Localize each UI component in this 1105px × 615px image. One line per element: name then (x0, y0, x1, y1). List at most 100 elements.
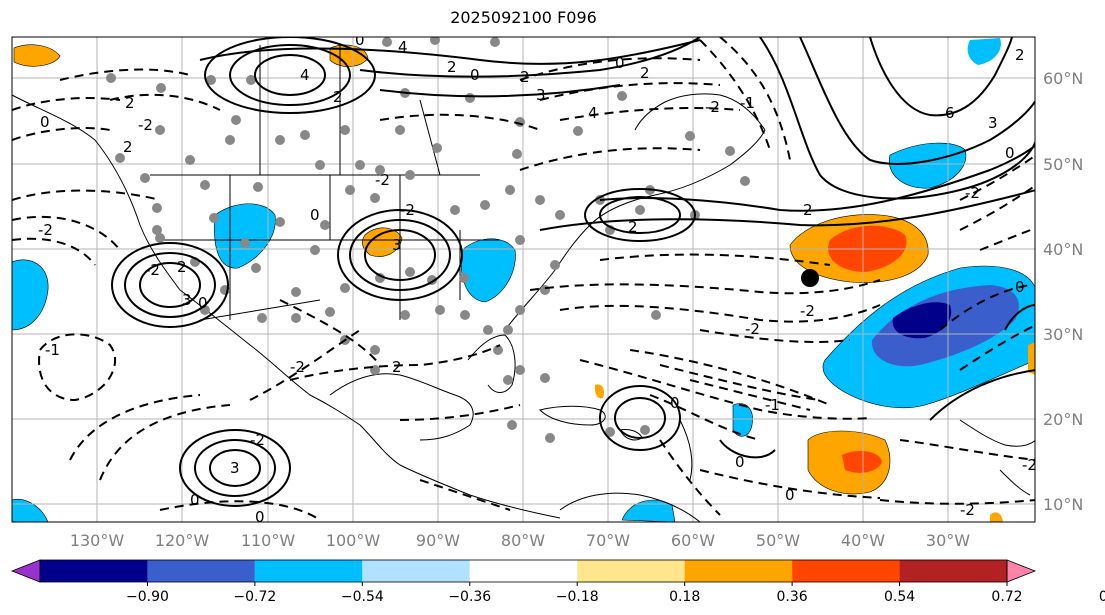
colorbar-segment (792, 560, 900, 582)
contour-label: 3 (182, 291, 192, 309)
contour-label: 2 (447, 58, 457, 76)
contour-label: 3 (392, 236, 402, 254)
contour-label: 0 (310, 206, 320, 224)
contour-label: 0 (190, 491, 200, 509)
colorbar-frame (39, 559, 1008, 583)
contour-label: 0 (470, 66, 480, 84)
colorbar-tick-label: 0.90 (1099, 589, 1105, 605)
colorbar-tick-label: −0.54 (341, 589, 384, 605)
contour-label: 0 (735, 453, 745, 471)
contour-label: 6 (945, 104, 955, 122)
contour-label: 4 (300, 66, 310, 84)
contours-negative (12, 37, 1035, 521)
contour-label: 0 (1015, 278, 1025, 296)
contour-label: 0 (615, 54, 625, 72)
negative-anomaly-east-us (460, 238, 516, 303)
contour-label: 2 (520, 68, 530, 86)
contour-label: 3 (536, 86, 546, 104)
lon-tick-labels: 130°W 120°W 110°W 100°W 90°W 80°W 70°W 6… (70, 531, 970, 550)
lon-tick-label: 110°W (241, 531, 296, 550)
colorbar-segment (469, 560, 578, 582)
lat-tick-label: 20°N (1043, 410, 1083, 429)
colorbar-extend-max (1006, 559, 1037, 583)
contour-label: 0 (198, 294, 208, 312)
lon-tick-label: 120°W (155, 531, 210, 550)
contour-label: -2 (705, 98, 720, 116)
colorbar-segment (899, 560, 1007, 582)
lat-tick-label: 10°N (1043, 495, 1083, 514)
lat-tick-label: 30°N (1043, 325, 1083, 344)
lat-tick-label: 50°N (1043, 155, 1083, 174)
contour-label: 0 (40, 113, 50, 131)
contour-label: 0 (355, 31, 365, 49)
lat-tick-label: 40°N (1043, 240, 1083, 259)
lon-tick-label: 80°W (501, 531, 545, 550)
map-frame (11, 36, 1036, 523)
lat-tick-labels: 60°N 50°N 40°N 30°N 20°N 10°N (1043, 69, 1083, 514)
colorbar-segment (40, 560, 148, 582)
lon-tick-label: 100°W (326, 531, 381, 550)
colorbar-tick-label: 0.54 (884, 589, 915, 605)
contour-label: -2 (138, 116, 153, 134)
contour-label: -2 (400, 201, 415, 219)
contour-label: 2 (125, 94, 135, 112)
contour-labels: 4 4 2 2 0 2 3 4 2 0 2 -2 0 2 -2 0 3 -2 -… (38, 31, 1035, 526)
lon-tick-label: 70°W (586, 531, 630, 550)
contour-label: 2 (628, 218, 638, 236)
contour-label: -1 (740, 94, 755, 112)
colorbar-tick-label: −0.72 (233, 589, 276, 605)
contour-label: -2 (965, 184, 980, 202)
colorbar-segment (577, 560, 685, 582)
colorbar-tick-label: 0.72 (991, 589, 1022, 605)
contour-label: -2 (375, 171, 390, 189)
lon-tick-label: 130°W (70, 531, 125, 550)
contour-label: 4 (588, 104, 598, 122)
colorbar-tick-label: 0.36 (777, 589, 808, 605)
contour-label: 0 (1005, 144, 1015, 162)
colorbar-tick-label: −0.90 (126, 589, 169, 605)
contour-label: 2 (392, 358, 402, 376)
graticule (12, 37, 1035, 522)
colorbar-segment (362, 560, 470, 582)
lon-tick-label: 90°W (416, 531, 460, 550)
contour-label: -2 (800, 302, 815, 320)
colorbar-tick-label: −0.36 (448, 589, 491, 605)
colorbar-segment (147, 560, 255, 582)
contour-label: 0 (255, 508, 265, 526)
contour-label: 2 (333, 88, 343, 106)
contour-label: -2 (250, 431, 265, 449)
contour-label: 0 (785, 486, 795, 504)
location-marker (801, 269, 819, 287)
colorbar: −0.90 −0.72 −0.54 −0.36 −0.18 0.18 0.36 0.54 0.7… (10, 559, 1105, 605)
negative-anomaly-northeast (888, 142, 967, 189)
colorbar-segment (254, 560, 363, 582)
map-title: 2025092100 F096 (450, 8, 597, 27)
colorbar-extend-min (10, 559, 41, 583)
station-dots (106, 37, 750, 443)
lon-tick-label: 30°W (926, 531, 970, 550)
contour-label: -2 (290, 358, 305, 376)
colorbar-tick-label: 0.18 (669, 589, 700, 605)
contour-label: 4 (398, 38, 408, 56)
contour-label: -2 (145, 261, 160, 279)
contour-label: -1 (765, 396, 780, 414)
contour-label: 3 (988, 114, 998, 132)
contour-label: -2 (745, 320, 760, 338)
contour-label: 2 (1015, 46, 1025, 64)
lon-tick-label: 40°W (841, 531, 885, 550)
contour-label: 2 (177, 258, 187, 276)
map-canvas: 4 4 2 2 0 2 3 4 2 0 2 -2 0 2 -2 0 3 -2 -… (12, 31, 1035, 526)
contour-label: 2 (803, 201, 813, 219)
lat-tick-label: 60°N (1043, 69, 1083, 88)
contour-label: 2 (640, 64, 650, 82)
contour-label: 0 (670, 394, 680, 412)
contours-positive (111, 37, 1035, 507)
negative-anomaly-atlantic-peak (892, 302, 952, 339)
contour-label: 3 (230, 459, 240, 477)
contour-label: 2 (123, 138, 133, 156)
colorbar-tick-label: −0.18 (556, 589, 599, 605)
lon-tick-label: 60°W (671, 531, 715, 550)
contour-label: -2 (38, 221, 53, 239)
lon-tick-label: 50°W (756, 531, 800, 550)
